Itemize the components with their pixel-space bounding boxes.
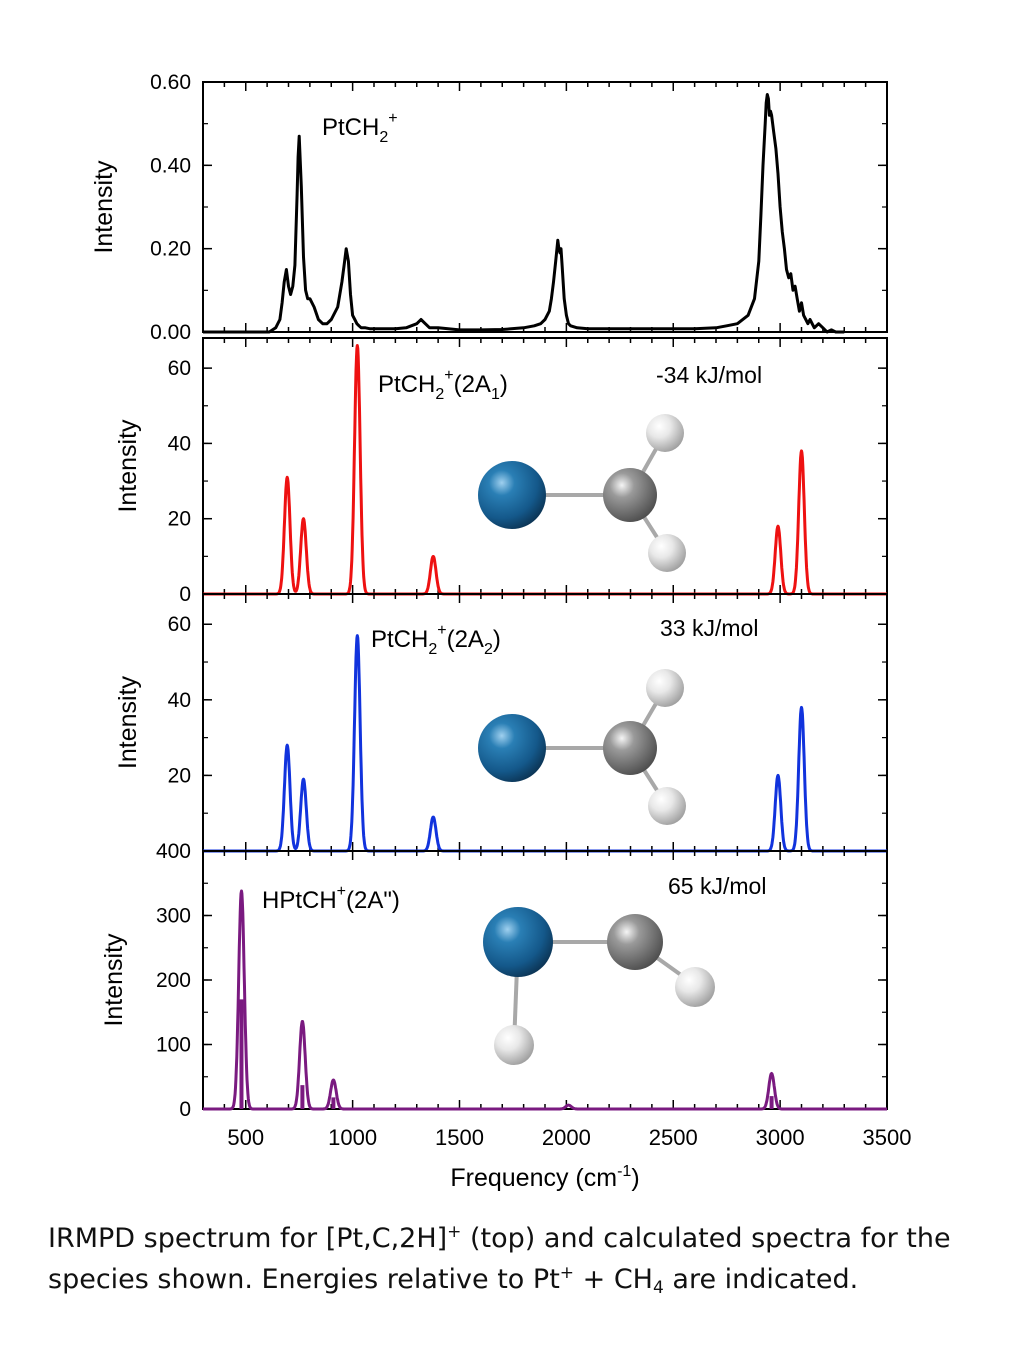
y-tick-label: 0.60 xyxy=(150,71,191,94)
species-label: PtCH2+(2A1) xyxy=(378,367,508,403)
y-tick-label: 20 xyxy=(168,764,191,787)
y-tick-label: 20 xyxy=(168,508,191,531)
carbon-atom xyxy=(607,914,663,970)
y-tick-label: 0.40 xyxy=(150,154,191,177)
x-tick-label: 3000 xyxy=(756,1125,805,1150)
y-tick-label: 60 xyxy=(168,613,191,636)
y-tick-label: 0.00 xyxy=(150,321,191,344)
caption-text-4: are indicated. xyxy=(663,1264,859,1295)
x-tick-label: 500 xyxy=(227,1125,264,1150)
spectrum-line-hptch xyxy=(201,889,889,1111)
species-label: HPtCH+(2A") xyxy=(262,883,400,914)
y-axis-label: Intensity xyxy=(100,933,128,1027)
x-tick-label: 1500 xyxy=(435,1125,484,1150)
molecule-a1-structure xyxy=(478,414,686,572)
y-tick-label: 40 xyxy=(168,689,191,712)
y-axis-label: Intensity xyxy=(90,160,118,254)
carbon-atom xyxy=(603,721,657,775)
plot-layer: 0.00 0.20 0.40 0.60 Intensity PtCH2+ 0 20 40 60 In… xyxy=(90,71,911,1192)
hydrogen-atom xyxy=(648,534,686,572)
species-label: PtCH2+ xyxy=(322,110,398,146)
molecule-a2-structure xyxy=(478,669,686,825)
y-tick-label: 60 xyxy=(168,357,191,380)
x-tick-label: 3500 xyxy=(863,1125,912,1150)
caption-sub-1: 4 xyxy=(652,1278,664,1298)
pt-atom xyxy=(478,714,546,782)
y-tick-label: 0 xyxy=(179,583,191,606)
molecule-hptch-structure xyxy=(483,907,715,1065)
spectrum-line-exp xyxy=(203,93,845,334)
y-axis-label: Intensity xyxy=(114,419,142,513)
energy-label: 33 kJ/mol xyxy=(660,615,758,641)
energy-label: -34 kJ/mol xyxy=(656,362,762,388)
panel-hptch: 0 100 200 300 400 Intensity HPtCH+(2A") 65 kJ/m… xyxy=(100,840,889,1121)
hydrogen-atom xyxy=(648,787,686,825)
carbon-atom xyxy=(603,468,657,522)
hydrogen-atom xyxy=(494,1025,534,1065)
hydrogen-atom xyxy=(646,414,684,452)
y-tick-label: 40 xyxy=(168,432,191,455)
caption-text-2: (top) and calculated spectra for the spe… xyxy=(48,1223,951,1295)
y-tick-label: 0 xyxy=(179,1098,191,1121)
spectrum-line-a1 xyxy=(201,344,889,596)
x-tick-label: 2000 xyxy=(542,1125,591,1150)
caption-sup-1: + xyxy=(447,1222,462,1242)
panel-exp: 0.00 0.20 0.40 0.60 Intensity PtCH2+ xyxy=(90,71,888,344)
hydrogen-atom xyxy=(646,669,684,707)
energy-label: 65 kJ/mol xyxy=(668,873,766,899)
species-label: PtCH2+(2A2) xyxy=(371,622,501,658)
y-tick-label: 200 xyxy=(156,969,191,992)
y-tick-label: 100 xyxy=(156,1034,191,1057)
y-tick-label: 0.20 xyxy=(150,238,191,261)
y-tick-label: 300 xyxy=(156,905,191,928)
pt-atom xyxy=(478,461,546,529)
hydrogen-atom xyxy=(675,967,715,1007)
spectra-figure: 0.00 0.20 0.40 0.60 Intensity PtCH2+ 0 20 40 60 In… xyxy=(90,71,911,1192)
x-tick-label: 1000 xyxy=(328,1125,377,1150)
y-axis-label: Intensity xyxy=(114,675,142,769)
pt-atom xyxy=(483,907,553,977)
figure-caption: IRMPD spectrum for [Pt,C,2H]+ (top) and … xyxy=(48,1218,1008,1300)
y-tick-label: 400 xyxy=(156,840,191,863)
caption-text-3: + CH xyxy=(574,1264,653,1295)
x-axis-label: Frequency (cm-1) xyxy=(450,1163,639,1192)
x-tick-label: 2500 xyxy=(649,1125,698,1150)
caption-text-1: IRMPD spectrum for [Pt,C,2H] xyxy=(48,1223,448,1254)
caption-sup-2: + xyxy=(559,1263,575,1283)
